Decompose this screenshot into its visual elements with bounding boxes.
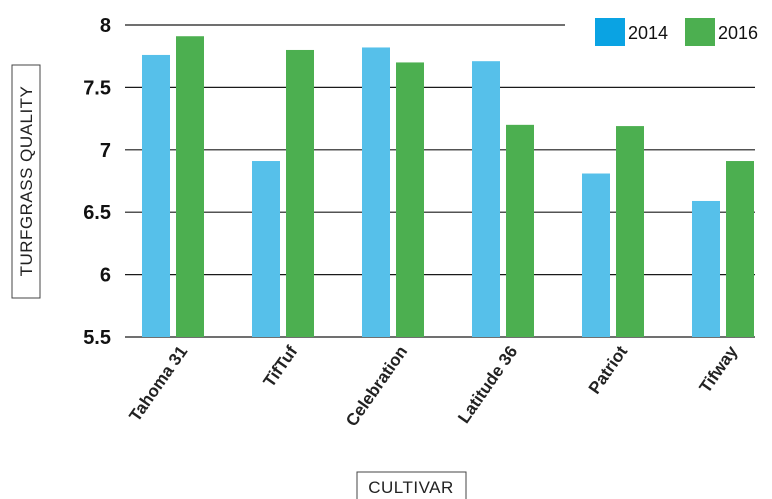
bar-2016-tiftuf — [286, 49, 314, 338]
bar-2016-tifway — [726, 161, 754, 337]
legend-label-2016: 2016 — [718, 23, 758, 43]
y-tick-label: 7.5 — [83, 77, 111, 99]
legend-label-2014: 2014 — [628, 23, 668, 43]
x-tick-label: Patriot — [585, 342, 632, 397]
legend-swatch-2014 — [595, 18, 625, 46]
x-axis-title: CULTIVAR — [356, 471, 467, 499]
x-tick-label: Latitude 36 — [454, 342, 521, 426]
x-axis-label: CULTIVAR — [368, 478, 454, 497]
bar-2014-tahoma-31 — [142, 54, 170, 338]
legend-swatch-2016 — [685, 18, 715, 46]
x-tick-label: Tahoma 31 — [125, 342, 191, 425]
bars — [142, 36, 754, 338]
bar-2016-tahoma-31 — [176, 36, 204, 338]
y-axis-title: TURFGRASS QUALITY — [11, 64, 41, 299]
legend: 2014 2016 — [595, 18, 758, 46]
y-axis-label: TURFGRASS QUALITY — [17, 86, 36, 277]
y-tick-label: 6 — [100, 265, 111, 287]
bar-2014-patriot — [582, 173, 610, 337]
y-tick-label: 6.5 — [83, 202, 111, 224]
x-tick-label: Tifway — [696, 342, 742, 396]
gridlines — [125, 24, 755, 338]
y-tick-labels: 8 7.5 7 6.5 6 5.5 — [83, 15, 111, 349]
bar-2016-celebration — [396, 62, 424, 337]
x-tick-labels: Tahoma 31 TifTuf Celebration Latitude 36 Pat… — [125, 342, 741, 430]
x-tick-label: TifTuf — [260, 342, 302, 391]
y-tick-label: 5.5 — [83, 327, 111, 349]
bar-2016-patriot — [616, 126, 644, 337]
bar-2016-latitude-36 — [506, 124, 534, 337]
bar-2014-latitude-36 — [472, 61, 500, 337]
y-tick-label: 7 — [100, 140, 111, 162]
bar-2014-tifway — [692, 200, 720, 337]
bar-2014-tiftuf — [252, 161, 280, 337]
x-tick-label: Celebration — [342, 342, 411, 430]
bar-2014-celebration — [362, 47, 390, 338]
y-tick-label: 8 — [100, 15, 111, 37]
